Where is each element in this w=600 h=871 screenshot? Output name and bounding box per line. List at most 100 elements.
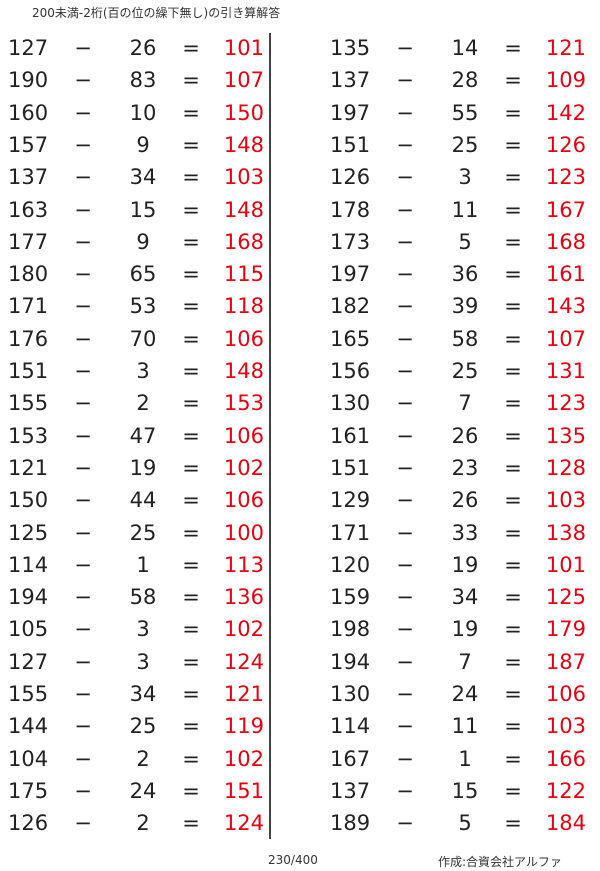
subtrahend: 25 (451, 132, 479, 157)
subtrahend: 25 (129, 520, 157, 545)
answer: 135 (545, 423, 586, 448)
subtrahend: 25 (129, 714, 157, 739)
answer: 103 (545, 488, 586, 513)
minuend: 114 (8, 552, 49, 577)
minus-sign: − (74, 746, 92, 771)
subtrahend: 23 (451, 455, 479, 480)
minuend: 182 (330, 294, 371, 319)
minus-sign: − (396, 682, 414, 706)
subtrahend: 14 (451, 36, 479, 60)
subtrahend: 58 (451, 326, 479, 351)
equals-sign: = (504, 68, 522, 93)
subtrahend: 1 (458, 746, 472, 771)
equals-sign: = (504, 778, 522, 803)
minus-sign: − (396, 520, 414, 545)
subtrahend: 70 (129, 326, 157, 351)
minus-sign: − (74, 165, 92, 190)
equals-sign: = (504, 132, 522, 157)
equals-sign: = (182, 714, 200, 739)
minuend: 127 (8, 649, 49, 674)
minuend: 177 (8, 229, 49, 254)
answer: 123 (545, 391, 586, 416)
minuend: 137 (8, 165, 49, 190)
minus-sign: − (396, 68, 414, 93)
equals-sign: = (504, 391, 522, 416)
minus-sign: − (396, 100, 414, 125)
minus-sign: − (74, 585, 92, 610)
minus-sign: − (74, 391, 92, 416)
minuend: 194 (8, 585, 49, 610)
subtrahend: 10 (129, 100, 157, 125)
minuend: 156 (330, 359, 371, 383)
minuend: 197 (330, 100, 371, 125)
equals-sign: = (504, 714, 522, 739)
subtrahend: 5 (458, 229, 472, 254)
subtrahend: 34 (129, 165, 157, 190)
minuend: 159 (330, 585, 371, 610)
minus-sign: − (396, 649, 414, 674)
minuend: 194 (330, 649, 371, 674)
equals-sign: = (182, 262, 200, 287)
minuend: 129 (330, 488, 371, 513)
equals-sign: = (504, 585, 522, 610)
subtrahend: 44 (129, 488, 157, 513)
minus-sign: − (396, 262, 414, 287)
equals-sign: = (504, 746, 522, 771)
answer: 136 (223, 585, 264, 610)
minus-sign: − (396, 165, 414, 190)
minuend: 121 (8, 455, 49, 480)
subtrahend: 26 (451, 423, 479, 448)
subtrahend: 83 (129, 68, 157, 93)
column-divider (269, 33, 271, 839)
equals-sign: = (182, 326, 200, 351)
minus-sign: − (74, 649, 92, 674)
answer: 123 (545, 165, 586, 190)
minuend: 176 (8, 326, 49, 351)
minus-sign: − (396, 488, 414, 513)
equals-sign: = (182, 294, 200, 319)
subtrahend: 53 (129, 294, 157, 319)
minus-sign: − (396, 294, 414, 319)
minus-sign: − (396, 326, 414, 351)
equals-sign: = (504, 294, 522, 319)
equals-sign: = (182, 682, 200, 706)
answer: 106 (223, 326, 264, 351)
minuend: 114 (330, 714, 371, 739)
minuend: 161 (330, 423, 371, 448)
subtrahend: 9 (136, 132, 150, 157)
equals-sign: = (182, 100, 200, 125)
minus-sign: − (74, 132, 92, 157)
subtrahend: 15 (451, 778, 479, 803)
answer: 125 (545, 585, 586, 610)
answer: 102 (223, 455, 264, 480)
minus-sign: − (74, 294, 92, 319)
minus-sign: − (396, 132, 414, 157)
minuend: 151 (330, 132, 371, 157)
answer: 101 (545, 552, 586, 577)
minus-sign: − (396, 552, 414, 577)
equals-sign: = (182, 488, 200, 513)
minuend: 153 (8, 423, 49, 448)
subtrahend: 26 (451, 488, 479, 513)
answer: 168 (545, 229, 586, 254)
equals-sign: = (504, 262, 522, 287)
equals-sign: = (504, 811, 522, 836)
minus-sign: − (396, 391, 414, 416)
subtrahend: 65 (129, 262, 157, 287)
minus-sign: − (396, 714, 414, 739)
minuend: 105 (8, 617, 49, 642)
minus-sign: − (396, 455, 414, 480)
minuend: 144 (8, 714, 49, 739)
answer: 113 (223, 552, 264, 577)
minuend: 171 (330, 520, 371, 545)
answer: 167 (545, 197, 586, 222)
answer: 151 (223, 778, 264, 803)
minuend: 189 (330, 811, 371, 836)
answer: 115 (223, 262, 264, 287)
minus-sign: − (74, 617, 92, 642)
minuend: 127 (8, 36, 49, 60)
answer: 179 (545, 617, 586, 642)
answer: 106 (223, 488, 264, 513)
minus-sign: − (74, 682, 92, 706)
